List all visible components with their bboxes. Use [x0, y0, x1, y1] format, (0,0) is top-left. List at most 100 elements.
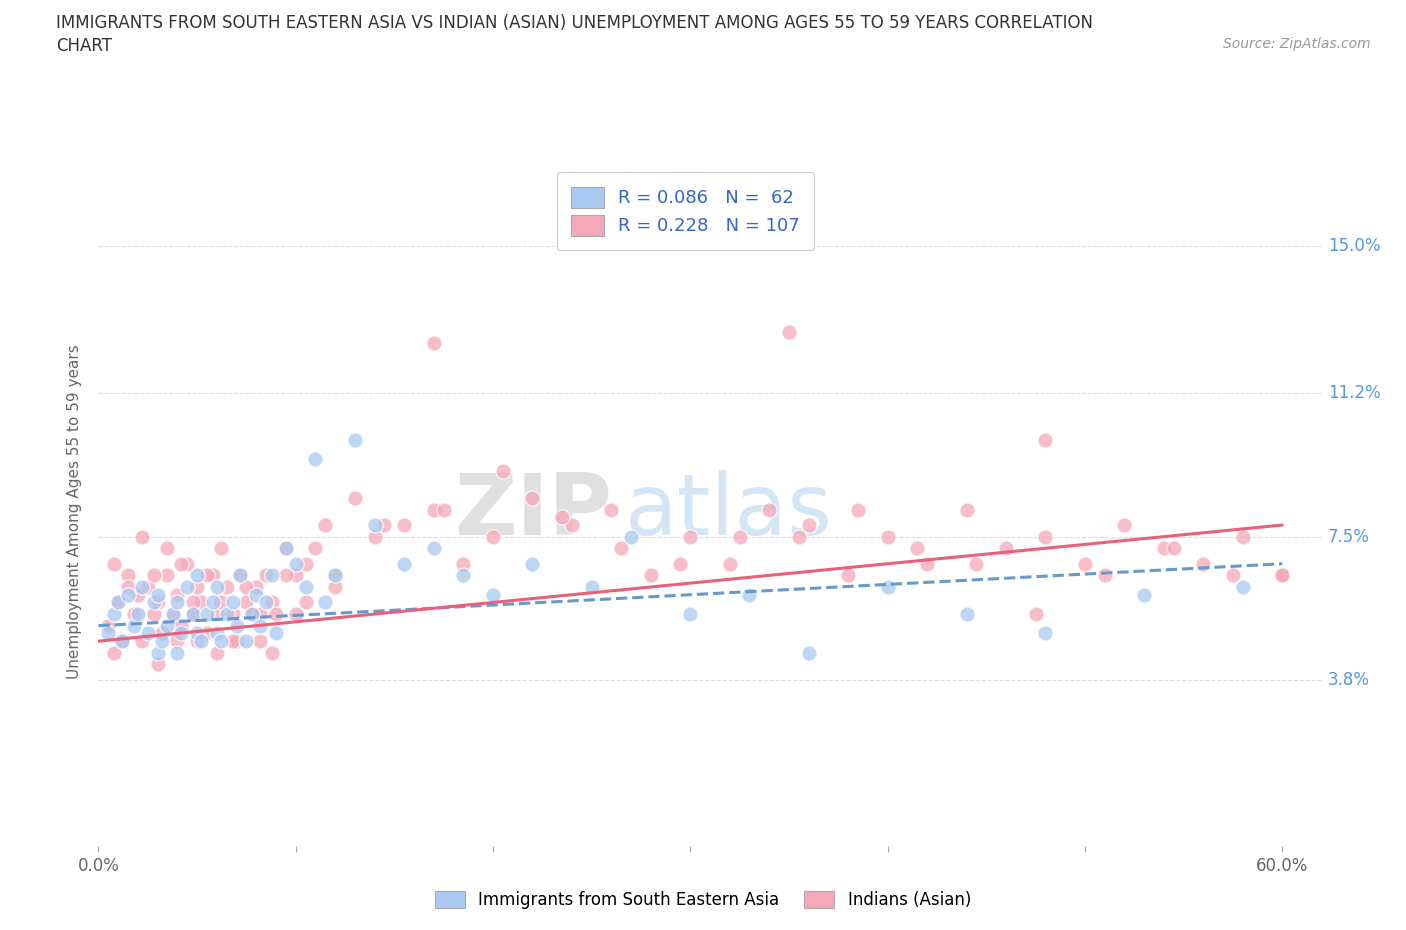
Point	[1271, 568, 1294, 583]
Point	[170, 618, 193, 633]
Text: IMMIGRANTS FROM SOUTH EASTERN ASIA VS INDIAN (ASIAN) UNEMPLOYMENT AMONG AGES 55 : IMMIGRANTS FROM SOUTH EASTERN ASIA VS IN…	[56, 14, 1094, 32]
Point	[728, 529, 751, 544]
Point	[1074, 556, 1097, 571]
Point	[1133, 587, 1156, 602]
Point	[209, 633, 232, 648]
Point	[181, 606, 204, 621]
Point	[905, 541, 928, 556]
Point	[181, 595, 204, 610]
Point	[240, 606, 263, 621]
Point	[915, 556, 938, 571]
Point	[1232, 529, 1254, 544]
Point	[1035, 432, 1057, 447]
Point	[314, 518, 336, 533]
Point	[186, 568, 208, 583]
Point	[205, 645, 228, 660]
Point	[150, 626, 173, 641]
Legend: R = 0.086   N =  62, R = 0.228   N = 107: R = 0.086 N = 62, R = 0.228 N = 107	[557, 172, 814, 250]
Point	[142, 606, 165, 621]
Text: atlas: atlas	[624, 470, 832, 553]
Point	[778, 324, 800, 339]
Point	[245, 579, 267, 594]
Point	[201, 568, 224, 583]
Point	[1192, 556, 1215, 571]
Point	[195, 568, 218, 583]
Point	[274, 568, 297, 583]
Point	[205, 626, 228, 641]
Point	[492, 463, 515, 478]
Point	[955, 606, 977, 621]
Point	[249, 606, 271, 621]
Point	[209, 595, 232, 610]
Point	[111, 633, 134, 648]
Point	[561, 518, 583, 533]
Point	[1222, 568, 1244, 583]
Point	[221, 633, 243, 648]
Text: 15.0%: 15.0%	[1327, 237, 1381, 256]
Point	[551, 510, 574, 525]
Point	[876, 579, 898, 594]
Point	[181, 606, 204, 621]
Point	[669, 556, 692, 571]
Point	[166, 645, 188, 660]
Point	[392, 556, 416, 571]
Point	[522, 556, 544, 571]
Point	[156, 568, 179, 583]
Point	[294, 556, 316, 571]
Point	[423, 336, 446, 351]
Point	[254, 568, 277, 583]
Point	[294, 595, 316, 610]
Point	[323, 568, 346, 583]
Point	[190, 633, 212, 648]
Point	[260, 595, 283, 610]
Point	[111, 633, 134, 648]
Point	[156, 541, 179, 556]
Point	[314, 595, 336, 610]
Point	[363, 529, 385, 544]
Point	[581, 579, 603, 594]
Point	[103, 645, 125, 660]
Point	[620, 529, 643, 544]
Point	[846, 502, 869, 517]
Point	[127, 587, 149, 602]
Point	[373, 518, 395, 533]
Point	[1025, 606, 1047, 621]
Point	[1232, 579, 1254, 594]
Point	[254, 595, 277, 610]
Point	[127, 606, 149, 621]
Point	[679, 606, 702, 621]
Point	[304, 452, 326, 467]
Point	[229, 568, 252, 583]
Point	[284, 606, 307, 621]
Point	[738, 587, 761, 602]
Point	[264, 626, 287, 641]
Point	[249, 633, 271, 648]
Point	[122, 618, 145, 633]
Point	[600, 502, 623, 517]
Point	[343, 490, 366, 505]
Point	[225, 633, 247, 648]
Point	[797, 518, 820, 533]
Point	[323, 568, 346, 583]
Point	[423, 541, 446, 556]
Point	[146, 587, 169, 602]
Point	[837, 568, 859, 583]
Point	[142, 568, 165, 583]
Point	[453, 556, 475, 571]
Point	[136, 579, 159, 594]
Point	[1114, 518, 1136, 533]
Point	[758, 502, 780, 517]
Point	[107, 595, 129, 610]
Text: 3.8%: 3.8%	[1327, 671, 1369, 689]
Point	[955, 502, 977, 517]
Point	[97, 626, 120, 641]
Point	[162, 606, 184, 621]
Point	[117, 579, 139, 594]
Point	[284, 568, 307, 583]
Point	[201, 595, 224, 610]
Point	[117, 587, 139, 602]
Point	[166, 595, 188, 610]
Point	[640, 568, 662, 583]
Point	[260, 645, 283, 660]
Point	[245, 587, 267, 602]
